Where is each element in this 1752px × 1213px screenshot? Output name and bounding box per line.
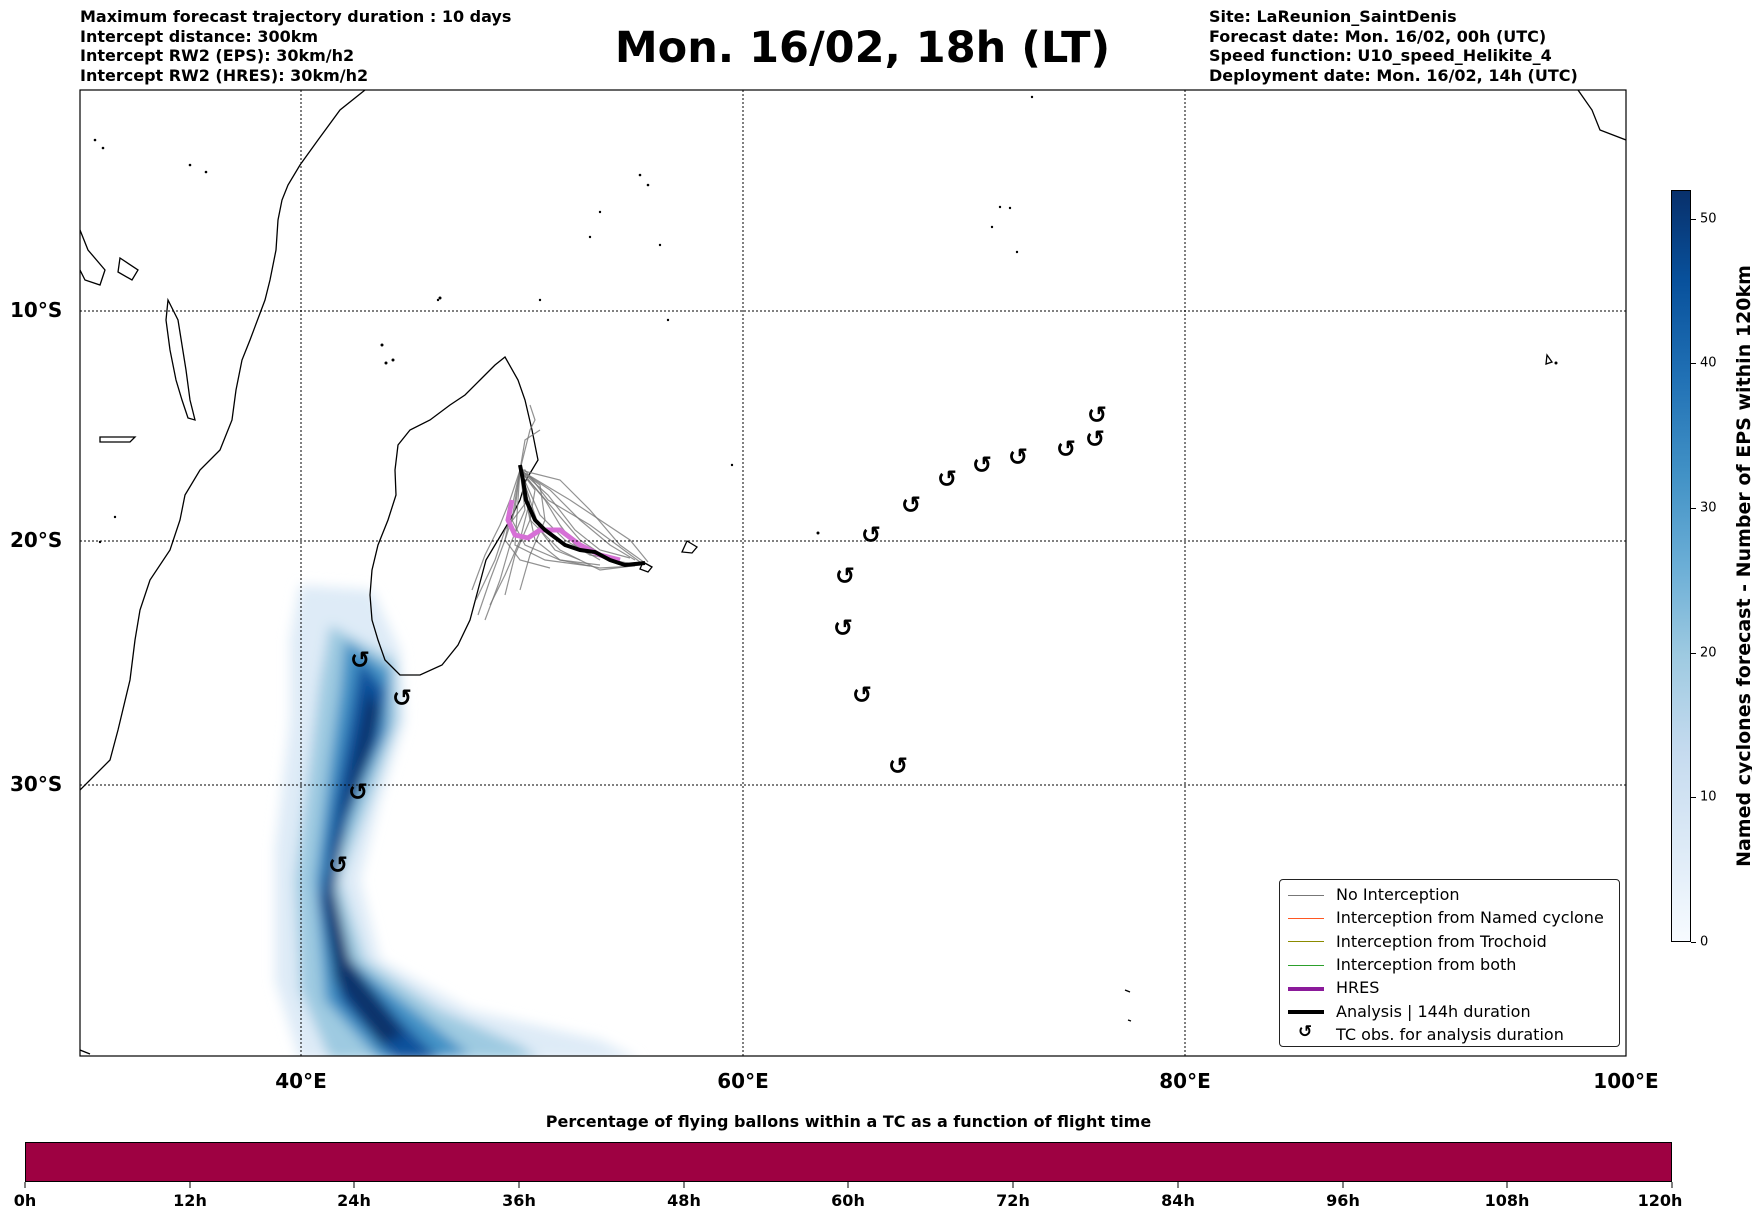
legend-item-trochoid: Interception from Trochoid: [1286, 930, 1613, 953]
colorbar-tick-label: 50: [1700, 211, 1717, 227]
tc-obs-symbol: ↺: [350, 646, 370, 674]
colorbar-tick-label: 20: [1700, 645, 1717, 661]
legend-swatch: [1288, 894, 1324, 896]
lon-label-60e: 60°E: [717, 1069, 769, 1093]
header-right-info: Site: LaReunion_SaintDenis Forecast date…: [1209, 7, 1578, 85]
flight-time-tick: 96h: [1326, 1191, 1360, 1210]
legend-swatch: [1288, 986, 1324, 991]
colorbar-tick: [1691, 797, 1696, 798]
flight-time-tick: 48h: [667, 1191, 701, 1210]
lon-label-80e: 80°E: [1159, 1069, 1211, 1093]
tc-obs-symbol: ↺: [833, 614, 853, 642]
legend-item-both: Interception from both: [1286, 953, 1613, 976]
gridlines: [80, 90, 1626, 1056]
legend-label: TC obs. for analysis duration: [1336, 1024, 1564, 1044]
colorbar-tick: [1691, 653, 1696, 654]
legend-item-hres: HRES: [1286, 976, 1613, 999]
tc-obs-symbol: ↺: [328, 851, 348, 879]
tc-obs-symbol: ↺: [861, 521, 881, 549]
lat-label-30s: 30°S: [10, 772, 63, 796]
legend-label: Interception from both: [1336, 955, 1517, 975]
legend-swatch: [1288, 917, 1324, 919]
colorbar-label: Named cyclones forecast - Number of EPS …: [1733, 265, 1752, 867]
legend-label: Interception from Trochoid: [1336, 931, 1547, 951]
analysis-trajectory: [518, 464, 646, 568]
map-title: Mon. 16/02, 18h (LT): [614, 23, 1111, 73]
tc-obs-symbol: ↺: [901, 491, 921, 519]
colorbar-tick: [1691, 508, 1696, 509]
tc-obs-symbol: ↺: [835, 562, 855, 590]
tc-obs-symbol: ↺: [348, 778, 368, 806]
flight-time-tick: 24h: [337, 1191, 371, 1210]
legend-item-analysis: Analysis | 144h duration: [1286, 999, 1613, 1022]
colorbar-tick: [1691, 363, 1696, 364]
map-legend: No Interception Interception from Named …: [1279, 879, 1620, 1047]
legend-item-tc-obs: ↺ TC obs. for analysis duration: [1286, 1022, 1613, 1046]
flight-time-tick: 120h: [1637, 1191, 1683, 1210]
flight-time-tick: 0h: [13, 1191, 37, 1210]
info-max-duration: Maximum forecast trajectory duration : 1…: [80, 7, 512, 26]
tc-obs-symbol: ↺: [972, 451, 992, 479]
header-left-info: Maximum forecast trajectory duration : 1…: [80, 7, 511, 85]
info-intercept-distance: Intercept distance: 300km: [80, 26, 319, 46]
eps-colorbar: [1671, 190, 1691, 942]
flight-time-tick: 60h: [831, 1191, 865, 1210]
info-forecast-date: Forecast date: Mon. 16/02, 00h (UTC): [1209, 26, 1547, 46]
info-speed-function: Speed function: U10_speed_Helikite_4: [1209, 46, 1552, 65]
tc-obs-symbol: ↺: [888, 752, 908, 780]
eps-trajectories: [471, 404, 649, 621]
legend-label: Interception from Named cyclone: [1336, 908, 1604, 928]
tc-obs-symbol: ↺: [937, 465, 957, 493]
flight-time-colorbar: [25, 1142, 1672, 1182]
colorbar-tick-label: 40: [1700, 355, 1717, 371]
map-frame: [79, 89, 1627, 1057]
legend-swatch: [1288, 1010, 1324, 1015]
flight-time-tick: 36h: [502, 1191, 536, 1210]
flight-time-tick: 108h: [1484, 1191, 1530, 1210]
tc-obs-symbol: ↺: [1008, 443, 1028, 471]
colorbar-tick: [1691, 942, 1696, 943]
tc-obs-legend-icon: ↺: [1298, 1022, 1313, 1043]
tc-obs-symbol: ↺: [1085, 425, 1105, 453]
colorbar-tick: [1691, 219, 1696, 220]
flight-time-tick: 84h: [1161, 1191, 1195, 1210]
legend-item-named-cyclone: Interception from Named cyclone: [1286, 906, 1613, 929]
legend-label: HRES: [1336, 978, 1380, 998]
info-intercept-eps: Intercept RW2 (EPS): 30km/h2: [80, 46, 355, 65]
colorbar-tick-label: 0: [1700, 934, 1709, 950]
legend-item-no-interception: No Interception: [1286, 883, 1613, 906]
info-site: Site: LaReunion_SaintDenis: [1209, 7, 1457, 26]
lon-label-40e: 40°E: [275, 1069, 327, 1093]
flight-time-colorbar-title: Percentage of flying ballons within a TC…: [545, 1112, 1152, 1131]
tc-obs-symbol: ↺: [392, 684, 412, 712]
cyclone-density-plume: [275, 585, 632, 1056]
colorbar-tick-label: 30: [1700, 500, 1717, 516]
flight-time-tick: 12h: [173, 1191, 207, 1210]
lon-label-100e: 100°E: [1593, 1069, 1659, 1093]
info-intercept-hres: Intercept RW2 (HRES): 30km/h2: [80, 65, 369, 85]
tc-obs-symbol: ↺: [852, 681, 872, 709]
colorbar-tick-label: 10: [1700, 789, 1717, 805]
tc-obs-symbol: ↺: [1087, 401, 1107, 429]
tc-observations: ↺ ↺ ↺ ↺ ↺ ↺ ↺ ↺ ↺ ↺ ↺ ↺ ↺ ↺ ↺ ↺: [328, 401, 1107, 879]
lat-label-10s: 10°S: [10, 298, 63, 322]
flight-time-tick: 72h: [996, 1191, 1030, 1210]
small-islands: [93, 95, 1558, 544]
legend-swatch: [1288, 964, 1324, 966]
legend-label: Analysis | 144h duration: [1336, 1001, 1531, 1021]
info-deployment-date: Deployment date: Mon. 16/02, 14h (UTC): [1209, 65, 1578, 85]
legend-label: No Interception: [1336, 885, 1460, 905]
legend-swatch: [1288, 941, 1324, 943]
lat-label-20s: 20°S: [10, 528, 63, 552]
tc-obs-symbol: ↺: [1056, 435, 1076, 463]
